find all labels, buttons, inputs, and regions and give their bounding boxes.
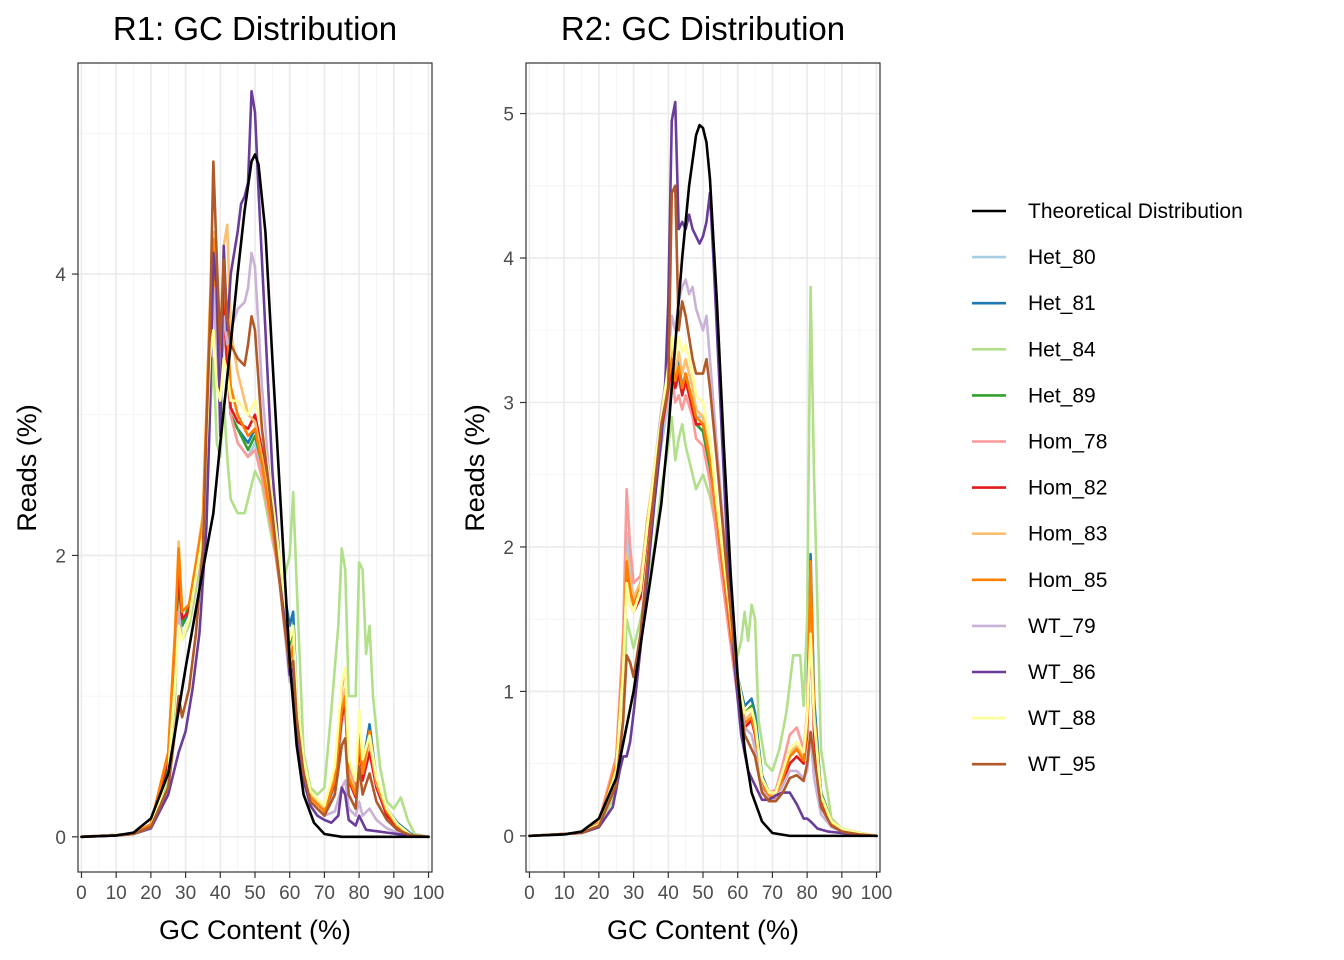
legend-item: Het_89 [972, 384, 1096, 407]
series-line-hom-85 [80, 237, 430, 839]
series-line-wt-88 [528, 336, 878, 838]
panel-title: R1: GC Distribution [113, 10, 397, 47]
legend-label: Het_80 [1028, 246, 1096, 269]
panel-title: R2: GC Distribution [561, 10, 845, 47]
y-axis-ticks: 0 2 4 [55, 265, 78, 849]
legend-item: WT_88 [972, 707, 1096, 730]
legend-item: Het_80 [972, 246, 1096, 269]
y-tick-label: 4 [503, 249, 514, 270]
x-tick-label: 90 [383, 883, 404, 904]
legend-item: Hom_85 [972, 569, 1107, 592]
x-tick-label: 70 [762, 883, 783, 904]
x-tick-label: 30 [175, 883, 196, 904]
legend-item: Hom_83 [972, 523, 1107, 546]
legend-label: Het_89 [1028, 384, 1096, 407]
x-tick-label: 80 [797, 883, 818, 904]
x-tick-label: 80 [349, 883, 370, 904]
series-line-wt-86 [80, 89, 430, 839]
panel-r2: R2: GC Distribution 0 10 20 30 40 50 60 70 80 90 1… [460, 10, 892, 945]
legend-label: Theoretical Distribution [1028, 200, 1243, 223]
y-tick-label: 0 [503, 827, 514, 848]
series-line-wt-95 [80, 160, 430, 839]
series-line-wt-95 [528, 184, 878, 838]
legend-label: Hom_83 [1028, 523, 1107, 546]
series-line-wt-86 [528, 100, 878, 838]
x-tick-label: 100 [413, 883, 445, 904]
legend-label: WT_86 [1028, 661, 1096, 684]
x-tick-label: 10 [554, 883, 575, 904]
y-tick-label: 5 [503, 105, 514, 126]
x-tick-label: 50 [244, 883, 265, 904]
y-tick-label: 1 [503, 682, 514, 703]
x-tick-label: 20 [140, 883, 161, 904]
x-tick-label: 90 [831, 883, 852, 904]
legend-item: WT_86 [972, 661, 1096, 684]
legend-item: WT_95 [972, 753, 1096, 776]
x-tick-label: 40 [210, 883, 231, 904]
series-line-theoretical-distribution [528, 123, 878, 838]
legend-label: Het_84 [1028, 338, 1096, 361]
y-tick-label: 2 [55, 546, 66, 567]
panel-r1: R1: GC Distribution 0 10 20 30 40 50 60 70 80 90 1… [12, 10, 444, 945]
x-axis-ticks: 0 10 20 30 40 50 60 70 80 90 100 [76, 872, 444, 904]
x-axis-ticks: 0 10 20 30 40 50 60 70 80 90 100 [524, 872, 892, 904]
y-tick-label: 2 [503, 538, 514, 559]
legend-label: WT_95 [1028, 753, 1096, 776]
y-tick-label: 3 [503, 393, 514, 414]
x-tick-label: 60 [727, 883, 748, 904]
x-tick-label: 60 [279, 883, 300, 904]
legend-item: Hom_82 [972, 477, 1107, 500]
x-tick-label: 40 [658, 883, 679, 904]
legend-item: Theoretical Distribution [972, 200, 1243, 223]
legend-label: Hom_78 [1028, 431, 1107, 454]
legend-label: Hom_82 [1028, 477, 1107, 500]
x-tick-label: 50 [692, 883, 713, 904]
legend-label: Hom_85 [1028, 569, 1107, 592]
legend-item: Hom_78 [972, 431, 1107, 454]
series-line-theoretical-distribution [80, 153, 430, 839]
x-tick-label: 20 [588, 883, 609, 904]
x-tick-label: 100 [861, 883, 893, 904]
legend-label: WT_79 [1028, 615, 1096, 638]
series-line-het-84 [80, 357, 430, 839]
y-axis-title: Reads (%) [460, 404, 490, 532]
x-axis-title: GC Content (%) [159, 915, 351, 945]
series-group [80, 89, 430, 839]
x-tick-label: 70 [314, 883, 335, 904]
y-axis-ticks: 0 1 2 3 4 5 [503, 105, 526, 848]
legend-item: Het_81 [972, 292, 1096, 315]
x-axis-title: GC Content (%) [607, 915, 799, 945]
legend-label: WT_88 [1028, 707, 1096, 730]
x-tick-label: 30 [623, 883, 644, 904]
x-tick-label: 10 [106, 883, 127, 904]
x-tick-label: 0 [524, 883, 535, 904]
x-tick-label: 0 [76, 883, 87, 904]
grid [526, 63, 880, 872]
series-group [528, 100, 878, 838]
y-tick-label: 4 [55, 265, 66, 286]
y-axis-title: Reads (%) [12, 404, 42, 532]
legend-item: Het_84 [972, 338, 1096, 361]
legend-label: Het_81 [1028, 292, 1096, 315]
y-tick-label: 0 [55, 828, 66, 849]
legend: Theoretical Distribution Het_80 Het_81 Het_… [972, 200, 1243, 776]
legend-item: WT_79 [972, 615, 1096, 638]
